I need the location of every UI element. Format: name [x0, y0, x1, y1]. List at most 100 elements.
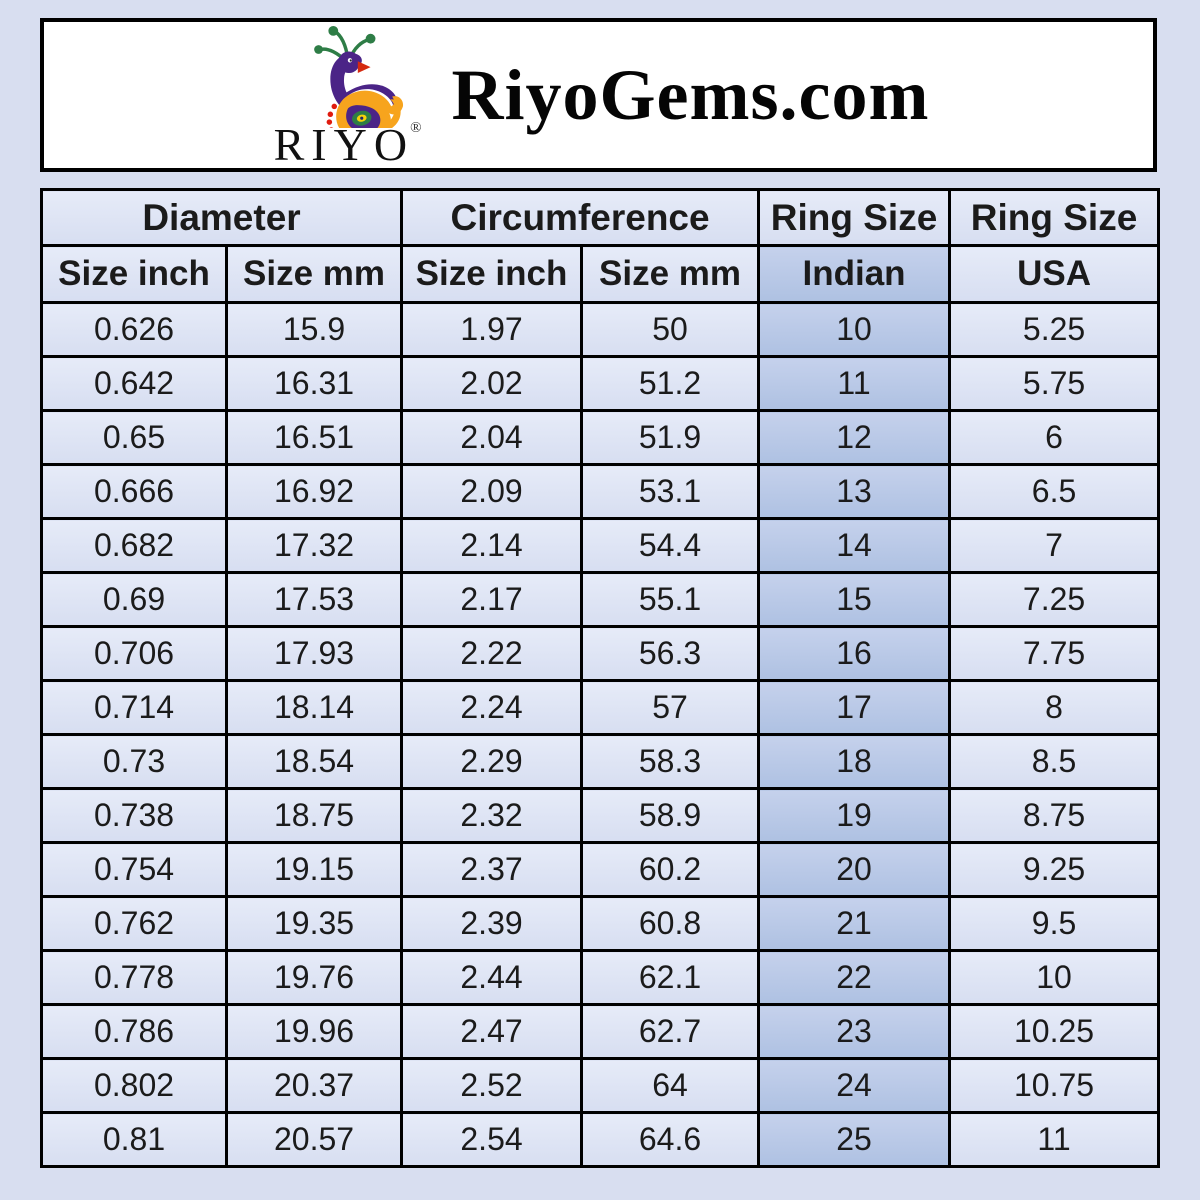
cell-circumference-mm: 64.6 — [580, 1111, 761, 1168]
table-row: 0.73 18.54 2.29 58.3 18 8.5 — [40, 733, 1161, 790]
cell-usa-size: 6.5 — [948, 463, 1161, 520]
subheader-diameter-size-inch: Size inch — [40, 244, 228, 304]
cell-diameter-inch: 0.682 — [40, 517, 228, 574]
cell-diameter-mm: 17.53 — [224, 571, 404, 628]
cell-usa-size: 11 — [948, 1111, 1161, 1168]
cell-diameter-inch: 0.714 — [40, 679, 228, 736]
subheader-circumference-size-mm: Size mm — [580, 244, 761, 304]
cell-circumference-mm: 56.3 — [580, 625, 761, 682]
cell-diameter-mm: 20.37 — [224, 1057, 404, 1114]
cell-indian-size: 17 — [757, 679, 952, 736]
cell-circumference-inch: 2.29 — [400, 733, 584, 790]
cell-circumference-inch: 2.14 — [400, 517, 584, 574]
table-row: 0.778 19.76 2.44 62.1 22 10 — [40, 949, 1161, 1006]
cell-circumference-mm: 62.1 — [580, 949, 761, 1006]
cell-diameter-mm: 16.31 — [224, 355, 404, 412]
cell-circumference-inch: 2.09 — [400, 463, 584, 520]
table-row: 0.682 17.32 2.14 54.4 14 7 — [40, 517, 1161, 574]
cell-usa-size: 10.25 — [948, 1003, 1161, 1060]
registered-trademark-icon: ® — [410, 120, 422, 136]
cell-diameter-inch: 0.73 — [40, 733, 228, 790]
cell-diameter-mm: 17.93 — [224, 625, 404, 682]
cell-indian-size: 21 — [757, 895, 952, 952]
cell-diameter-mm: 16.51 — [224, 409, 404, 466]
cell-circumference-mm: 58.9 — [580, 787, 761, 844]
cell-circumference-mm: 57 — [580, 679, 761, 736]
cell-circumference-mm: 50 — [580, 301, 761, 358]
subheader-diameter-size-mm: Size mm — [224, 244, 404, 304]
cell-usa-size: 7.25 — [948, 571, 1161, 628]
cell-diameter-mm: 18.75 — [224, 787, 404, 844]
subheader-usa: USA — [948, 244, 1161, 304]
table-row: 0.738 18.75 2.32 58.9 19 8.75 — [40, 787, 1161, 844]
cell-usa-size: 7 — [948, 517, 1161, 574]
cell-diameter-inch: 0.626 — [40, 301, 228, 358]
cell-circumference-inch: 1.97 — [400, 301, 584, 358]
cell-usa-size: 5.75 — [948, 355, 1161, 412]
cell-indian-size: 14 — [757, 517, 952, 574]
brand-name: RIYO — [273, 119, 415, 170]
column-group-ring-size-indian: Ring Size — [757, 188, 952, 247]
cell-circumference-mm: 60.2 — [580, 841, 761, 898]
cell-diameter-inch: 0.642 — [40, 355, 228, 412]
table-row: 0.714 18.14 2.24 57 17 8 — [40, 679, 1161, 736]
cell-usa-size: 10 — [948, 949, 1161, 1006]
cell-usa-size: 8.5 — [948, 733, 1161, 790]
cell-circumference-mm: 62.7 — [580, 1003, 761, 1060]
cell-circumference-mm: 54.4 — [580, 517, 761, 574]
cell-diameter-mm: 20.57 — [224, 1111, 404, 1168]
cell-diameter-mm: 19.76 — [224, 949, 404, 1006]
cell-circumference-inch: 2.47 — [400, 1003, 584, 1060]
cell-circumference-inch: 2.37 — [400, 841, 584, 898]
cell-diameter-inch: 0.81 — [40, 1111, 228, 1168]
table-row: 0.786 19.96 2.47 62.7 23 10.25 — [40, 1003, 1161, 1060]
cell-usa-size: 9.25 — [948, 841, 1161, 898]
table-row: 0.626 15.9 1.97 50 10 5.25 — [40, 301, 1161, 358]
cell-diameter-mm: 19.15 — [224, 841, 404, 898]
table-body: 0.626 15.9 1.97 50 10 5.25 0.642 16.31 2.02 51.2 1… — [40, 301, 1161, 1168]
cell-circumference-inch: 2.24 — [400, 679, 584, 736]
column-group-diameter: Diameter — [39, 188, 404, 247]
table-row: 0.642 16.31 2.02 51.2 11 5.75 — [40, 355, 1161, 412]
table-row: 0.754 19.15 2.37 60.2 20 9.25 — [40, 841, 1161, 898]
cell-indian-size: 12 — [757, 409, 952, 466]
column-group-ring-size-usa: Ring Size — [948, 188, 1161, 247]
cell-circumference-mm: 53.1 — [580, 463, 761, 520]
cell-diameter-inch: 0.666 — [40, 463, 228, 520]
cell-circumference-mm: 60.8 — [580, 895, 761, 952]
site-title: RiyoGems.com — [451, 54, 930, 135]
header-banner: RIYO ® RiyoGems.com — [40, 18, 1157, 172]
cell-circumference-inch: 2.54 — [400, 1111, 584, 1168]
cell-usa-size: 8.75 — [948, 787, 1161, 844]
cell-indian-size: 25 — [757, 1111, 952, 1168]
cell-circumference-inch: 2.39 — [400, 895, 584, 952]
cell-diameter-inch: 0.754 — [40, 841, 228, 898]
cell-diameter-inch: 0.69 — [40, 571, 228, 628]
cell-circumference-mm: 58.3 — [580, 733, 761, 790]
cell-indian-size: 10 — [757, 301, 952, 358]
cell-diameter-inch: 0.65 — [40, 409, 228, 466]
table-row: 0.802 20.37 2.52 64 24 10.75 — [40, 1057, 1161, 1114]
cell-diameter-inch: 0.738 — [40, 787, 228, 844]
cell-diameter-mm: 16.92 — [224, 463, 404, 520]
cell-circumference-inch: 2.52 — [400, 1057, 584, 1114]
cell-usa-size: 7.75 — [948, 625, 1161, 682]
cell-diameter-mm: 18.14 — [224, 679, 404, 736]
cell-diameter-inch: 0.762 — [40, 895, 228, 952]
table-row: 0.69 17.53 2.17 55.1 15 7.25 — [40, 571, 1161, 628]
cell-indian-size: 23 — [757, 1003, 952, 1060]
cell-diameter-mm: 18.54 — [224, 733, 404, 790]
cell-diameter-inch: 0.778 — [40, 949, 228, 1006]
peacock-icon — [313, 25, 403, 128]
cell-diameter-mm: 17.32 — [224, 517, 404, 574]
cell-indian-size: 16 — [757, 625, 952, 682]
cell-indian-size: 22 — [757, 949, 952, 1006]
cell-circumference-mm: 64 — [580, 1057, 761, 1114]
brand-logo: RIYO ® — [268, 24, 428, 168]
ring-size-table: Diameter Circumference Ring Size Ring Si… — [39, 188, 1161, 1168]
cell-circumference-inch: 2.22 — [400, 625, 584, 682]
cell-diameter-inch: 0.706 — [40, 625, 228, 682]
cell-usa-size: 5.25 — [948, 301, 1161, 358]
cell-usa-size: 6 — [948, 409, 1161, 466]
cell-diameter-mm: 15.9 — [224, 301, 404, 358]
